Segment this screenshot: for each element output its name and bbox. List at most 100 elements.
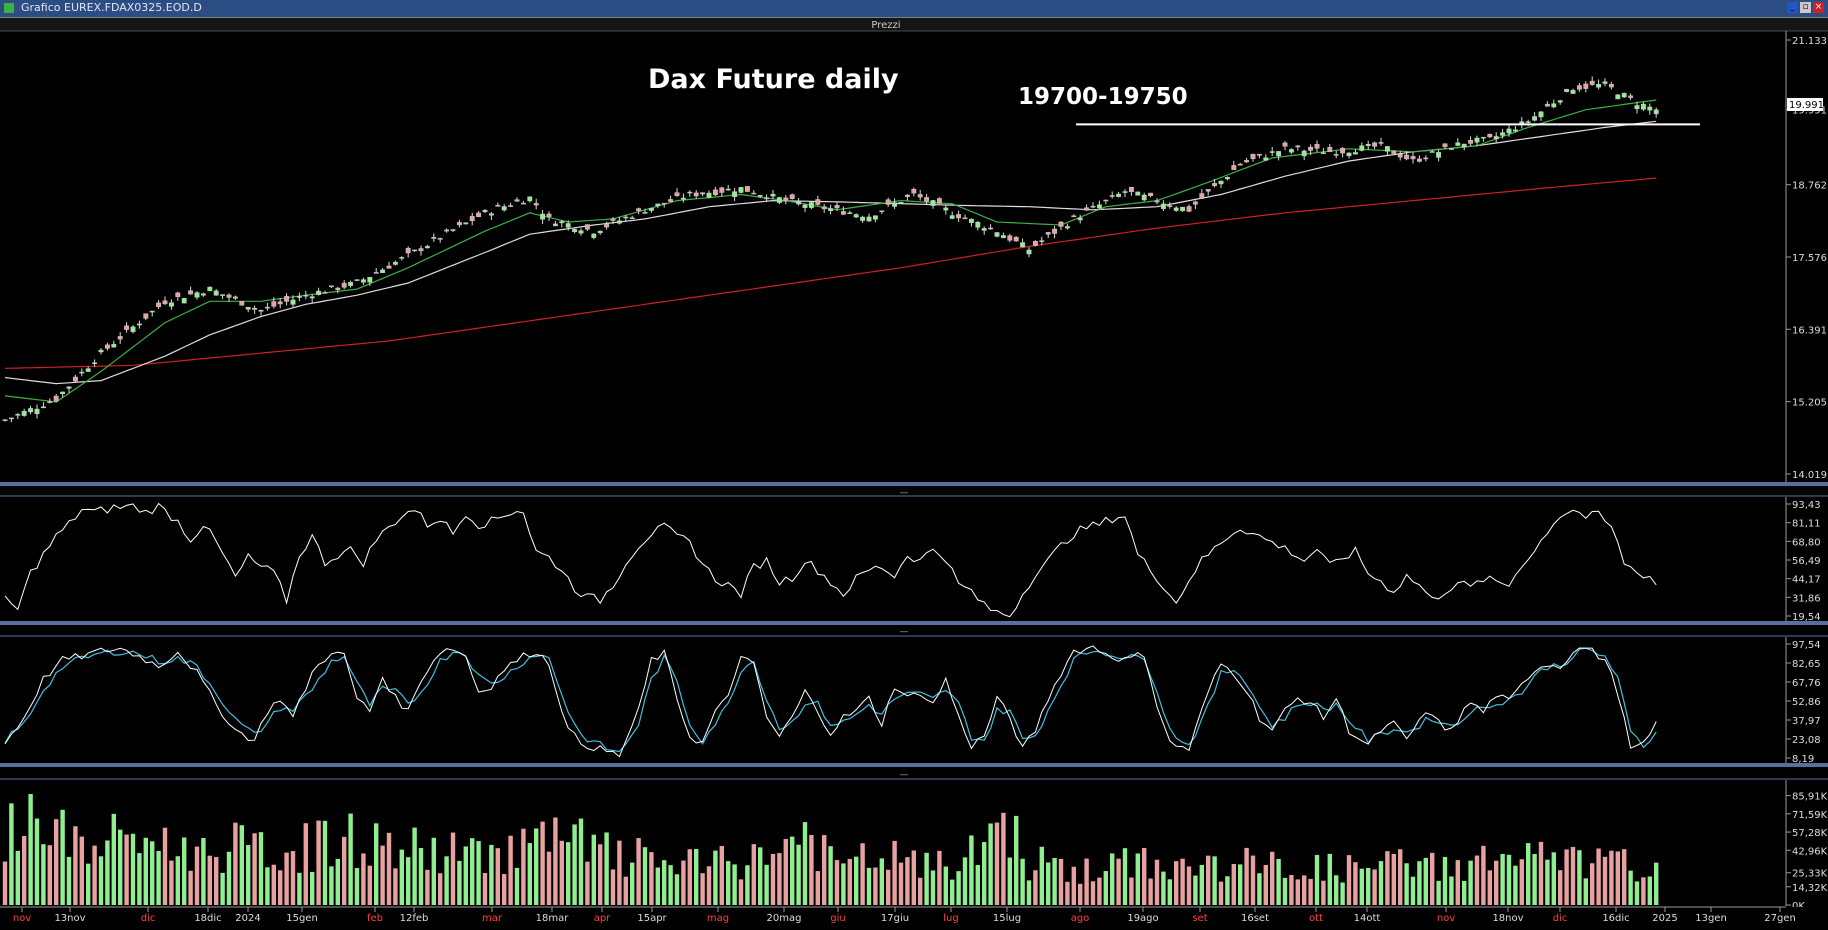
volume-bar-down xyxy=(207,855,212,905)
candle-down xyxy=(1442,143,1448,148)
candle-up xyxy=(392,261,398,265)
price-panel[interactable]: Prezzi 21.133 19.991 18.762 17.576 16.391 15.… xyxy=(0,18,1828,482)
candle-down xyxy=(904,194,910,197)
candle-up xyxy=(655,203,661,207)
candle-down xyxy=(469,216,475,222)
volume-bar-up xyxy=(1327,853,1332,905)
volume-bar-up xyxy=(1199,864,1204,905)
y-tick-label: 25,33K xyxy=(1792,869,1828,880)
candle-up xyxy=(738,187,744,193)
volume-bar-up xyxy=(175,856,180,905)
volume-bar-up xyxy=(988,823,993,905)
stochastic-panel[interactable]: 97,54 82,65 67,76 52,86 37,97 23,08 8,19 xyxy=(4,637,1821,765)
y-tick-label: 97,54 xyxy=(1792,640,1821,651)
x-tick-label: 2025 xyxy=(1652,913,1677,924)
candle-down xyxy=(668,199,674,202)
volume-bar-up xyxy=(1135,853,1140,905)
candle-down xyxy=(917,194,923,198)
candle-down xyxy=(1007,235,1013,241)
candle-up xyxy=(578,230,584,234)
volume-bar-down xyxy=(598,844,603,905)
candle-down xyxy=(1295,145,1301,148)
volume-bar-up xyxy=(969,835,974,905)
rsi-y-axis: 93,43 81,11 68,80 56,49 44,17 31,86 19,54 xyxy=(1786,500,1821,623)
volume-bar-down xyxy=(911,850,916,905)
volume-bar-up xyxy=(111,813,116,905)
window-titlebar[interactable]: Grafico EUREX.FDAX0325.EOD.D _ ▫ × xyxy=(0,0,1828,18)
volume-bar-down xyxy=(1596,848,1601,905)
candle-down xyxy=(1231,165,1237,170)
candle-down xyxy=(1423,157,1429,160)
rsi-panel[interactable]: 93,43 81,11 68,80 56,49 44,17 31,86 19,54 xyxy=(4,497,1821,623)
volume-bar-down xyxy=(393,868,398,905)
volume-bar-up xyxy=(1161,871,1166,905)
candle-up xyxy=(1384,146,1390,152)
candle-up xyxy=(424,246,430,249)
panel-separators[interactable]: — — — xyxy=(0,482,1828,780)
volume-bar-down xyxy=(585,861,590,905)
x-tick-label: 12feb xyxy=(400,913,429,924)
stochastic-k-line xyxy=(4,645,1657,758)
candle-up xyxy=(207,286,213,292)
candle-up xyxy=(866,216,872,222)
volume-bar-down xyxy=(1615,851,1620,905)
candle-down xyxy=(1448,148,1454,150)
y-tick-label: 14,32K xyxy=(1792,883,1828,894)
candle-down xyxy=(284,296,290,302)
x-tick-label: mar xyxy=(482,913,503,924)
candle-down xyxy=(821,206,827,210)
candle-up xyxy=(1500,132,1506,136)
candle-up xyxy=(1141,194,1147,201)
volume-bar-down xyxy=(1641,877,1646,905)
y-tick-label: 19,54 xyxy=(1792,612,1821,623)
volume-bar-up xyxy=(297,872,302,905)
candle-down xyxy=(1148,192,1154,197)
close-button[interactable]: × xyxy=(1813,2,1824,13)
volume-panel[interactable]: 85,91K 71,59K 57,28K 42,96K 25,33K 14,32K 0K xyxy=(2,780,1828,912)
y-tick-label: 18.762 xyxy=(1792,181,1827,192)
volume-bar-up xyxy=(1167,879,1172,905)
volume-bar-up xyxy=(322,820,328,905)
volume-bar-down xyxy=(1206,855,1211,905)
restore-button[interactable]: ▫ xyxy=(1800,2,1811,13)
volume-bar-down xyxy=(918,877,923,905)
volume-bar-up xyxy=(150,841,155,905)
candle-down xyxy=(373,272,379,274)
volume-bar-down xyxy=(1071,866,1076,905)
candle-down xyxy=(1391,150,1397,154)
resistance-label: 19700-19750 xyxy=(1018,84,1188,110)
candle-up xyxy=(501,206,507,211)
candle-up xyxy=(1109,195,1115,197)
candle-down xyxy=(700,192,706,195)
candle-up xyxy=(1180,206,1186,212)
candle-up xyxy=(1359,145,1365,151)
candle-up xyxy=(309,296,315,299)
y-tick-label: 16.391 xyxy=(1792,325,1827,336)
candle-down xyxy=(1256,153,1262,156)
candle-up xyxy=(463,222,469,225)
volume-y-axis: 85,91K 71,59K 57,28K 42,96K 25,33K 14,32K 0K xyxy=(1786,792,1828,912)
candle-up xyxy=(412,249,418,252)
candle-up xyxy=(1116,193,1122,197)
volume-bar-up xyxy=(655,867,660,905)
x-tick-label: 18mar xyxy=(536,913,570,924)
volume-bar-down xyxy=(1263,865,1268,905)
x-tick-label: mag xyxy=(707,913,729,924)
volume-bar-up xyxy=(1238,864,1243,905)
volume-bar-up xyxy=(1122,848,1128,905)
volume-bar-up xyxy=(591,834,596,905)
volume-bar-up xyxy=(354,868,360,905)
candle-up xyxy=(1269,151,1275,153)
minimize-button[interactable]: _ xyxy=(1787,2,1798,13)
volume-bar-up xyxy=(489,844,494,905)
volume-bar-up xyxy=(758,847,763,905)
candle-down xyxy=(444,229,450,232)
volume-bar-down xyxy=(1270,851,1275,905)
volume-bar-up xyxy=(956,871,961,905)
volume-bar-up xyxy=(566,842,571,905)
volume-bar-up xyxy=(1513,865,1518,905)
volume-bar-down xyxy=(937,850,942,905)
candle-up xyxy=(1647,106,1653,111)
volume-bar-down xyxy=(892,840,897,905)
